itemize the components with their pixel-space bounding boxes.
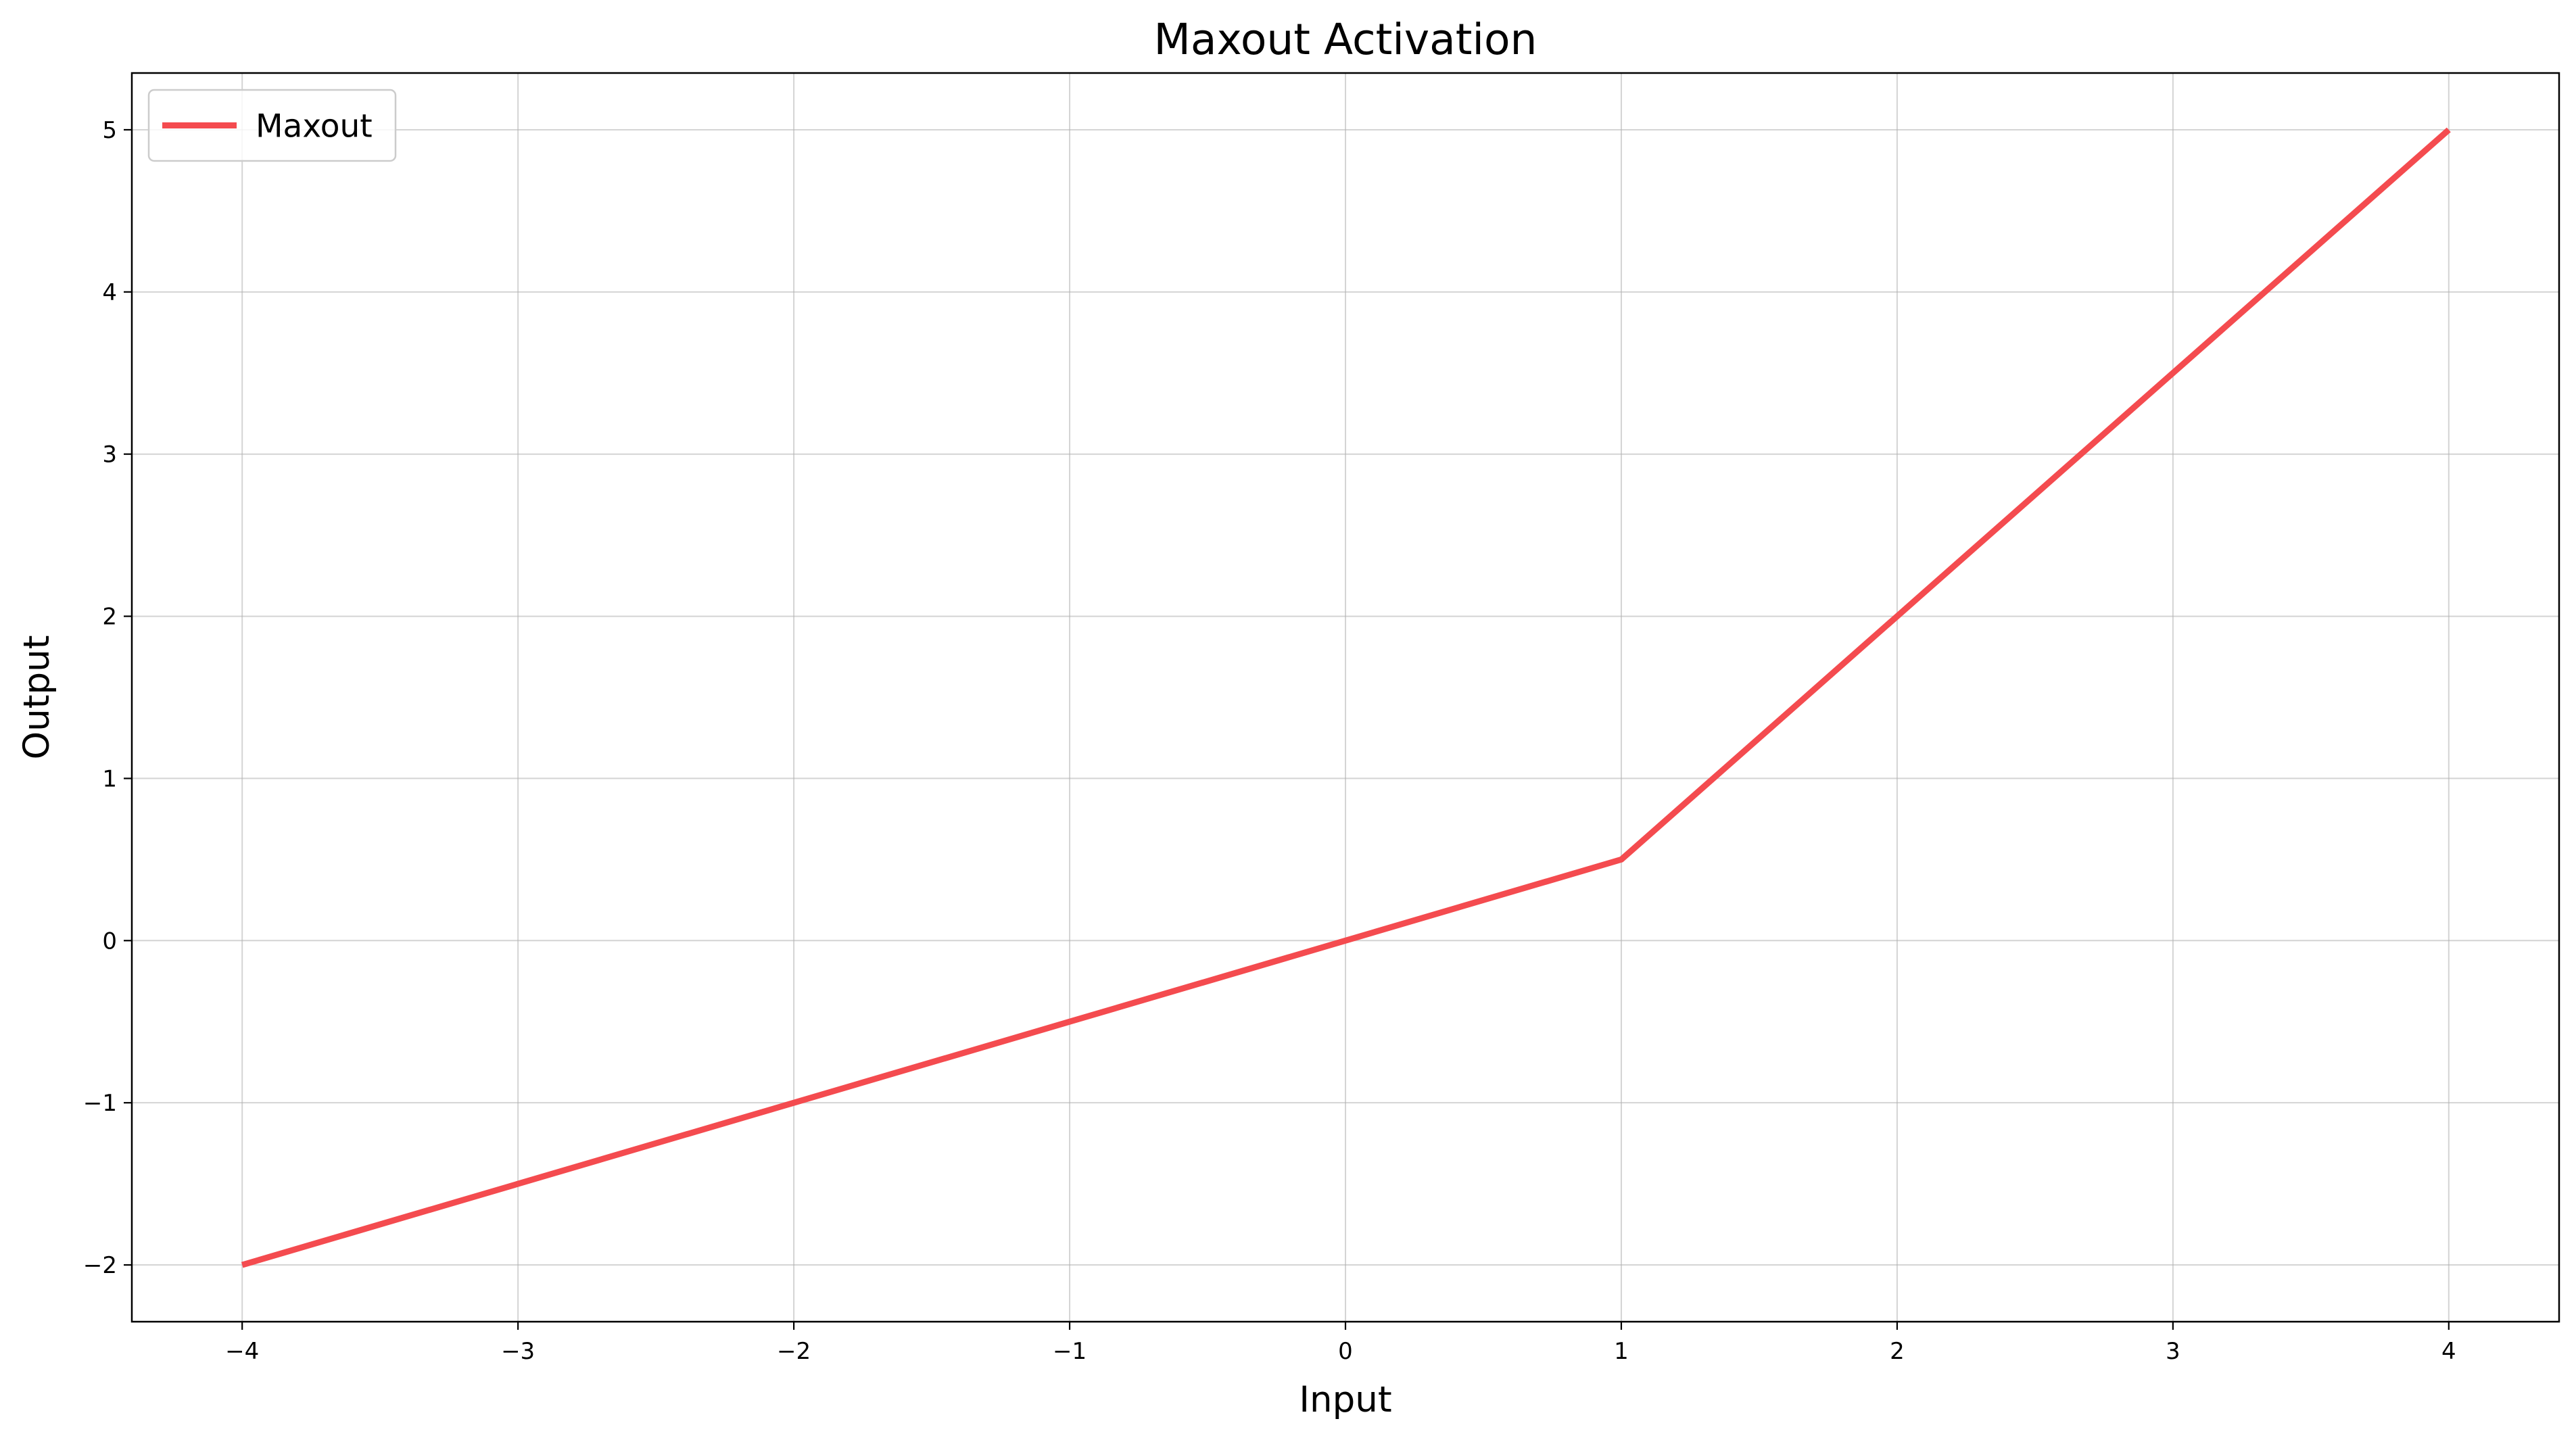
legend-label: Maxout [256, 108, 373, 145]
x-tick-label: −4 [225, 1338, 259, 1365]
y-axis: −2 −1 0 1 2 3 4 5 [83, 117, 132, 1279]
series-line-maxout [241, 127, 2451, 1268]
y-tick-label: −1 [83, 1090, 117, 1117]
grid-lines [132, 73, 2559, 1322]
x-tick-label: 0 [1338, 1338, 1353, 1365]
y-axis-label: Output [16, 635, 57, 759]
x-tick-label: 2 [1890, 1338, 1905, 1365]
x-tick-label: 4 [2441, 1338, 2456, 1365]
y-tick-label: −2 [83, 1252, 117, 1279]
x-tick-label: −1 [1053, 1338, 1087, 1365]
x-tick-label: −2 [777, 1338, 811, 1365]
y-tick-label: 5 [102, 117, 117, 144]
x-axis-label: Input [1299, 1379, 1391, 1420]
y-tick-label: 4 [102, 279, 117, 306]
y-tick-label: 0 [102, 928, 117, 955]
x-axis: −4 −3 −2 −1 0 1 2 3 4 [225, 1322, 2456, 1365]
y-tick-label: 3 [102, 441, 117, 469]
chart-title: Maxout Activation [1154, 15, 1537, 64]
legend: Maxout [147, 89, 397, 162]
series-lines [241, 127, 2451, 1268]
x-tick-label: −3 [501, 1338, 535, 1365]
x-tick-label: 1 [1614, 1338, 1629, 1365]
legend-box [147, 89, 397, 162]
y-tick-label: 1 [102, 765, 117, 792]
y-tick-label: 2 [102, 604, 117, 631]
x-tick-label: 3 [2166, 1338, 2180, 1365]
